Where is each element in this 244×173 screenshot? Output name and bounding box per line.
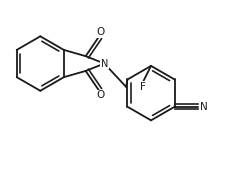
Text: O: O — [96, 90, 105, 100]
Text: N: N — [200, 102, 207, 112]
Text: N: N — [101, 58, 108, 69]
Text: O: O — [96, 27, 105, 37]
Text: F: F — [140, 82, 145, 92]
